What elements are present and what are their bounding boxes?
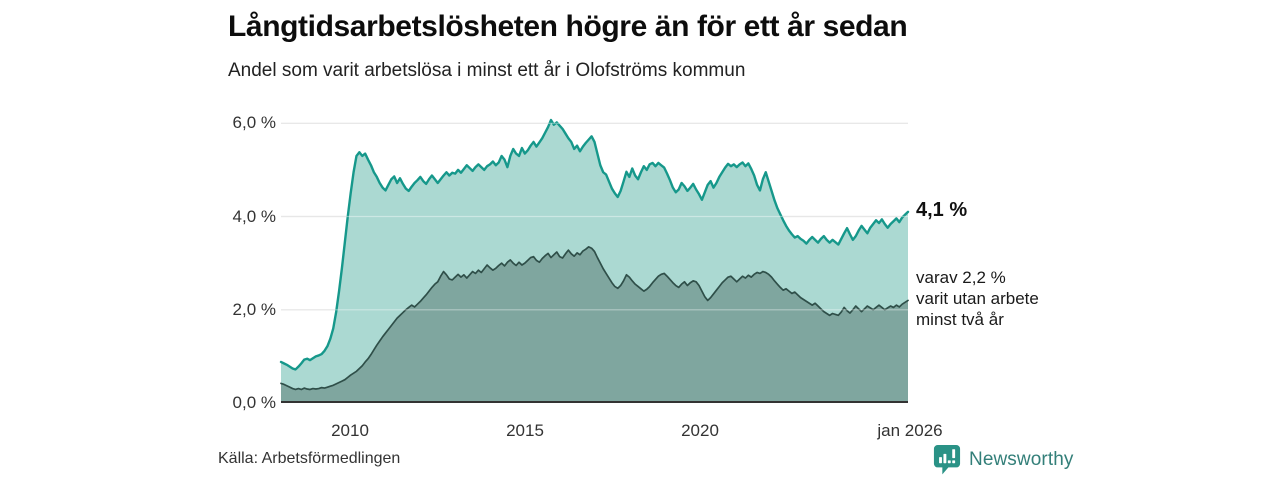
area-chart-plot	[279, 118, 910, 403]
series-annotation-line: varit utan arbete	[916, 289, 1039, 308]
x-axis-tick-label: jan 2026	[877, 421, 943, 440]
x-axis-tick-label: 2020	[681, 421, 719, 440]
chart-subtitle: Andel som varit arbetslösa i minst ett å…	[228, 60, 746, 81]
y-axis-tick-label: 2,0 %	[232, 300, 276, 319]
area-fill	[281, 246, 908, 403]
y-axis-tick-label: 6,0 %	[232, 113, 276, 132]
area-line	[280, 245, 909, 391]
y-axis-tick-label: 4,0 %	[232, 207, 276, 226]
x-axis-tick-label: 2015	[506, 421, 544, 440]
newsworthy-logo-text: Newsworthy	[969, 448, 1074, 470]
newsworthy-logo-icon	[933, 445, 961, 475]
series-annotation: varav 2,2 % varit utan arbete minst två …	[916, 267, 1039, 330]
series-annotation-line: varav 2,2 %	[916, 268, 1006, 287]
page-title: Långtidsarbetslösheten högre än för ett …	[228, 10, 908, 43]
newsworthy-logo: Newsworthy	[933, 444, 1073, 475]
series-end-value-label: 4,1 %	[916, 199, 968, 221]
x-axis-tick-label: 2010	[331, 421, 369, 440]
y-axis-tick-label: 0,0 %	[232, 393, 276, 412]
source-attribution: Källa: Arbetsförmedlingen	[218, 450, 401, 467]
series-annotation-line: minst två år	[916, 310, 1004, 329]
area-line	[279, 118, 910, 371]
